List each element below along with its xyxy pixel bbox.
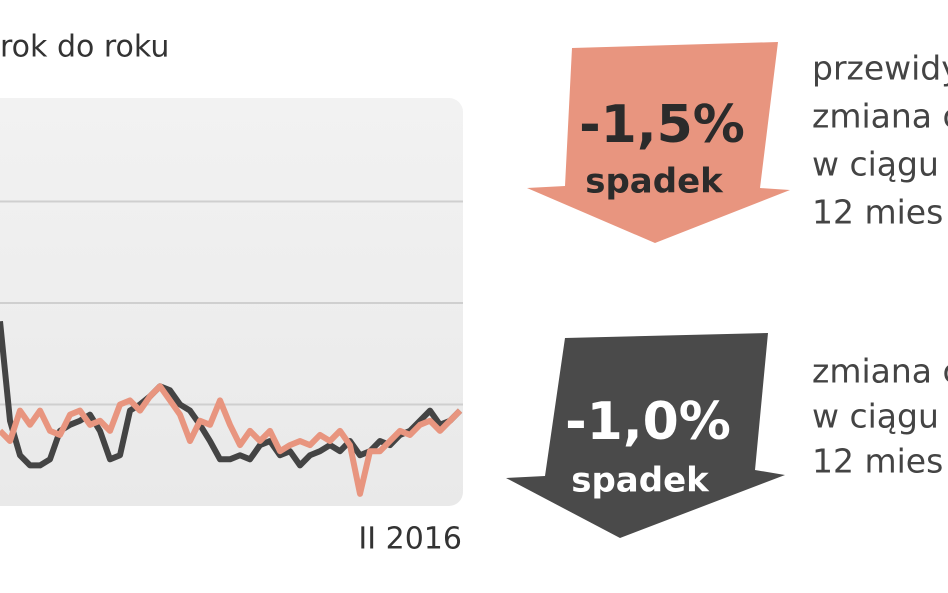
line-series <box>0 320 463 469</box>
indicator-text: 12 mies <box>812 442 943 481</box>
arrow <box>527 42 790 243</box>
indicator-value: -1,5% <box>579 95 745 155</box>
indicator-text: w ciągu <box>812 397 939 436</box>
indicator-text: w ciągu <box>812 145 939 184</box>
indicator-text: zmiana c <box>812 97 948 136</box>
indicator-text: 12 mies <box>812 193 943 232</box>
indicator-label: spadek <box>585 162 724 202</box>
line-series <box>0 383 463 497</box>
indicator-text: przewidy <box>812 49 948 88</box>
indicator-text: zmiana c <box>812 352 948 391</box>
arrow <box>506 333 785 538</box>
subtitle: rok do roku <box>0 30 169 65</box>
x-tick-label: II 2016 <box>358 522 462 557</box>
indicator-label: spadek <box>571 461 710 501</box>
indicator-value: -1,0% <box>565 392 731 452</box>
